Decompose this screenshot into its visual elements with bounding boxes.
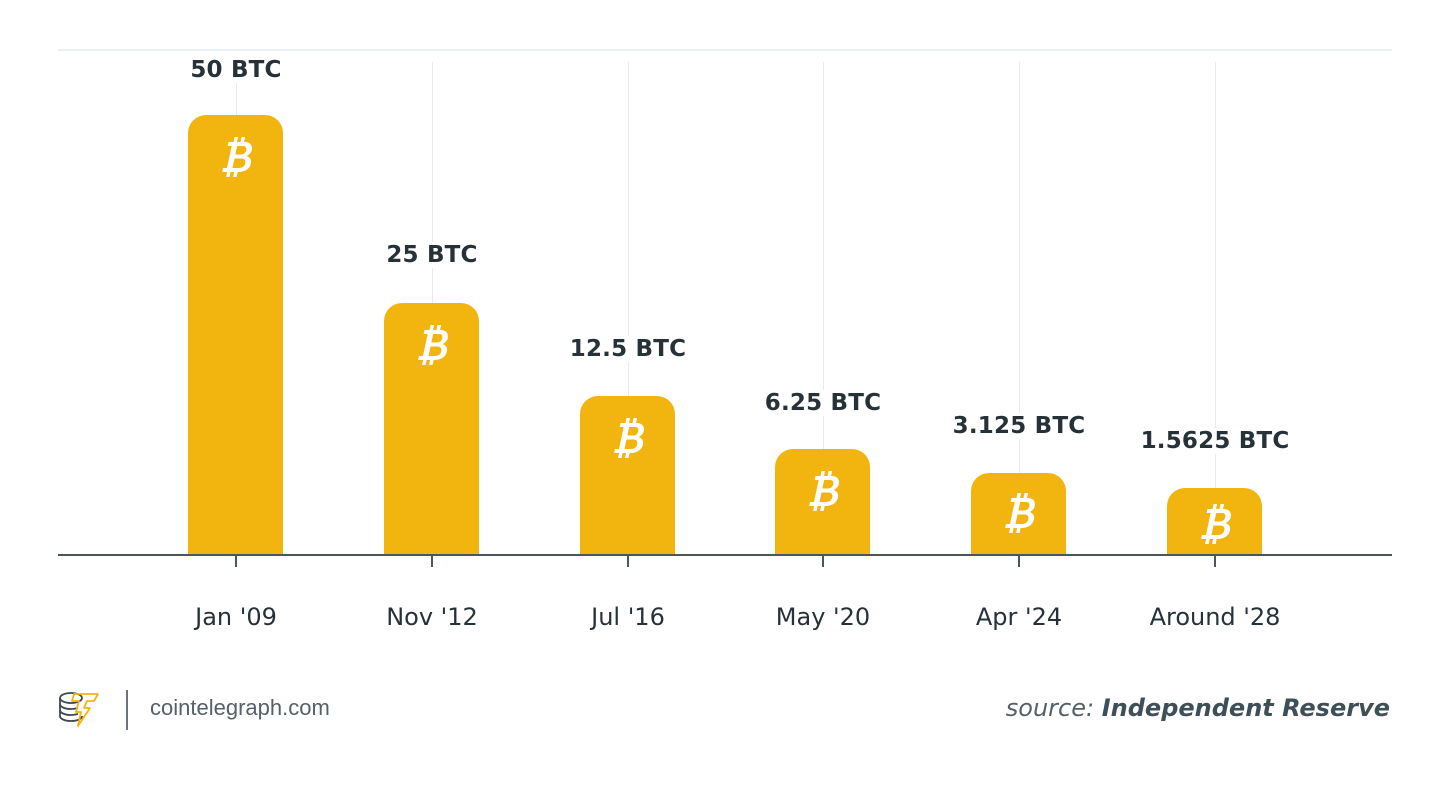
value-label: 50 BTC bbox=[136, 57, 336, 83]
source-prefix: source: bbox=[1005, 694, 1095, 722]
gridline bbox=[1019, 62, 1020, 554]
x-tick bbox=[235, 556, 237, 567]
bitcoin-icon bbox=[417, 325, 448, 365]
x-tick bbox=[1214, 556, 1216, 567]
value-label: 6.25 BTC bbox=[723, 390, 923, 416]
value-label: 1.5625 BTC bbox=[1115, 428, 1315, 454]
value-label: 12.5 BTC bbox=[528, 336, 728, 362]
x-axis-label: Jul '16 bbox=[591, 603, 665, 631]
top-border-line bbox=[58, 49, 1392, 51]
x-tick bbox=[1018, 556, 1020, 567]
gridline bbox=[823, 62, 824, 554]
value-label: 3.125 BTC bbox=[919, 413, 1119, 439]
x-tick bbox=[431, 556, 433, 567]
x-axis-label: Apr '24 bbox=[975, 603, 1063, 631]
bar-nov-12 bbox=[384, 303, 479, 555]
bar-around-28 bbox=[1167, 488, 1262, 555]
site-url[interactable]: cointelegraph.com bbox=[150, 695, 330, 720]
bitcoin-icon bbox=[808, 471, 839, 511]
gridline bbox=[1215, 62, 1216, 554]
source-name: Independent Reserve bbox=[1101, 694, 1390, 722]
bitcoin-icon bbox=[1004, 493, 1035, 533]
bitcoin-icon bbox=[221, 137, 252, 177]
footer-divider bbox=[126, 690, 128, 730]
bitcoin-icon bbox=[1200, 504, 1231, 544]
x-axis-label: Nov '12 bbox=[386, 603, 478, 631]
cointelegraph-logo-icon bbox=[59, 692, 99, 727]
source-credit: source: Independent Reserve bbox=[1006, 694, 1390, 722]
x-axis-label: May '20 bbox=[775, 603, 871, 631]
bar-jan-09 bbox=[188, 115, 283, 555]
x-axis-label: Around '28 bbox=[1149, 603, 1281, 631]
bitcoin-icon bbox=[613, 418, 644, 458]
gridline bbox=[628, 62, 629, 554]
value-label: 25 BTC bbox=[332, 242, 532, 268]
x-axis-label: Jan '09 bbox=[195, 603, 277, 631]
bar-apr-24 bbox=[971, 473, 1066, 555]
bar-may-20 bbox=[775, 449, 870, 555]
x-tick bbox=[627, 556, 629, 567]
x-tick bbox=[822, 556, 824, 567]
bar-jul-16 bbox=[580, 396, 675, 555]
x-axis-line bbox=[58, 554, 1392, 556]
